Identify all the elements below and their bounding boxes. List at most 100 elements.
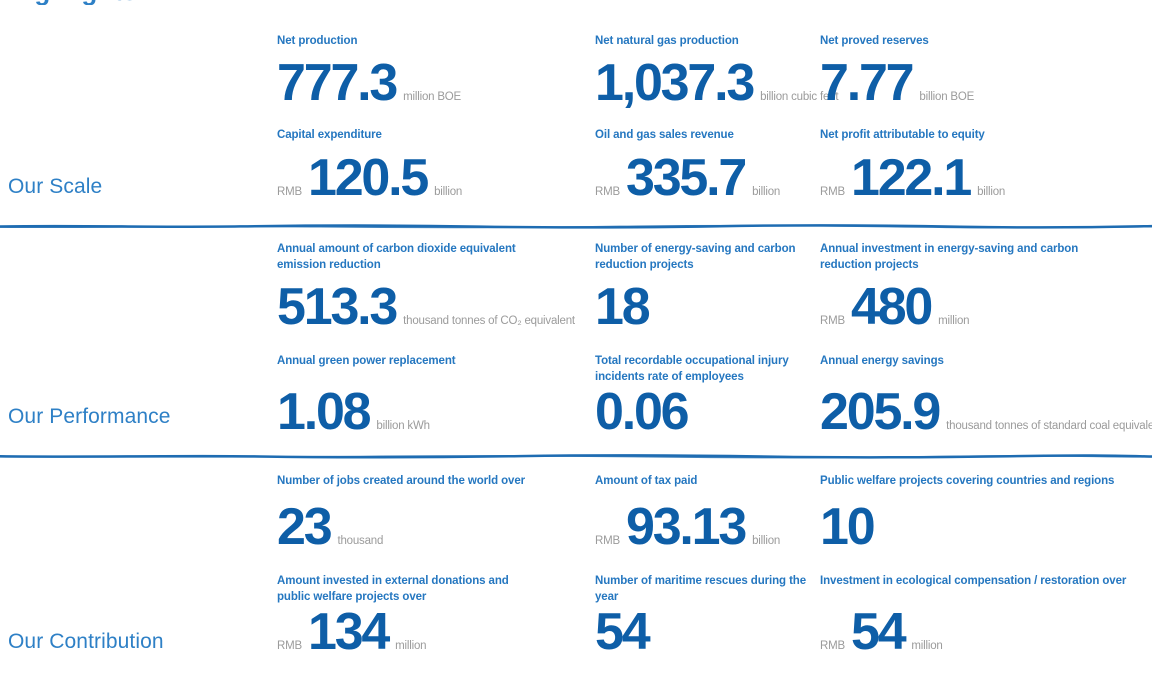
metric-label: Net production: [277, 35, 358, 47]
metric-unit: million: [911, 640, 943, 652]
metric-value: RMB 134 million: [277, 606, 595, 658]
metric-label: Net natural gas production: [595, 35, 739, 47]
metric-label: Annual energy savings: [820, 355, 944, 367]
metric-label: Oil and gas sales revenue: [595, 129, 734, 141]
metric-value: 205.9 thousand tonnes of standard coal e…: [820, 386, 1152, 438]
metric-label: Number of energy-saving and carbon reduc…: [595, 243, 796, 272]
metric-energy-saving-investment: Annual investment in energy-saving and c…: [820, 227, 1152, 345]
section-our-contribution: Our Contribution Number of jobs created …: [0, 457, 1152, 680]
clipped-heading-text: Highlights: [8, 0, 308, 4]
metric-value: RMB 93.13 billion: [595, 501, 820, 553]
metric-external-donations: Amount invested in external donations an…: [277, 567, 595, 680]
metric-unit: billion kWh: [376, 420, 430, 432]
metric-unit: thousand tonnes of standard coal equival…: [946, 420, 1152, 432]
metric-unit: million BOE: [403, 91, 462, 103]
metric-label: Number of jobs created around the world …: [277, 475, 525, 487]
metric-oil-gas-sales-revenue: Oil and gas sales revenue RMB 335.7 bill…: [595, 115, 820, 227]
brush-divider: [0, 453, 1152, 460]
metric-number: 205.9: [820, 383, 941, 441]
metric-unit: billion BOE: [919, 91, 975, 103]
metric-co2-emission-reduction: Annual amount of carbon dioxide equivale…: [277, 227, 595, 345]
metric-label: Net proved reserves: [820, 35, 929, 47]
metric-value: 1,037.3 billion cubic feet: [595, 54, 839, 112]
metric-unit: thousand: [337, 535, 384, 547]
metric-prefix: RMB: [277, 640, 302, 652]
brush-divider: [0, 223, 1152, 230]
metric-label: Total recordable occupational injury inc…: [595, 355, 789, 384]
metric-prefix: RMB: [595, 186, 620, 198]
section-title-our-performance: Our Performance: [8, 405, 171, 428]
metric-net-profit-equity: Net profit attributable to equity RMB 12…: [820, 115, 1152, 227]
metric-number: 0.06: [595, 383, 690, 441]
section-title-our-contribution: Our Contribution: [8, 630, 164, 653]
section-title-our-scale: Our Scale: [8, 175, 103, 198]
sections-container: Our Scale Net production 777.3 million B…: [0, 5, 1152, 680]
metric-net-natural-gas-production: Net natural gas production 1,037.3 billi…: [595, 5, 839, 115]
metric-unit: billion cubic feet: [760, 91, 839, 103]
metric-unit: million: [395, 640, 427, 652]
metric-number: 777.3: [277, 54, 398, 112]
metric-number: 23: [277, 498, 333, 556]
metric-label: Annual amount of carbon dioxide equivale…: [277, 243, 516, 272]
metric-net-production: Net production 777.3 million BOE: [277, 5, 595, 115]
metric-green-power-replacement: Annual green power replacement 1.08 bill…: [277, 345, 595, 457]
metric-prefix: RMB: [820, 315, 845, 327]
metric-number: 134: [307, 603, 390, 661]
metric-value: 10: [820, 501, 1152, 553]
metric-number: 1,037.3: [595, 54, 755, 112]
metric-value: RMB 54 million: [820, 606, 1152, 658]
metric-number: 10: [820, 498, 876, 556]
metric-injury-incidents-rate: Total recordable occupational injury inc…: [595, 345, 820, 457]
metric-value: 18: [595, 281, 820, 333]
metric-unit: billion: [977, 186, 1006, 198]
metric-number: 93.13: [625, 498, 747, 556]
metric-unit: thousand tonnes of CO₂ equivalent: [403, 315, 575, 327]
metric-unit: billion: [752, 186, 781, 198]
section-our-scale: Our Scale Net production 777.3 million B…: [0, 5, 1152, 230]
metric-capital-expenditure: Capital expenditure RMB 120.5 billion: [277, 115, 595, 227]
metric-label: Investment in ecological compensation / …: [820, 575, 1127, 587]
metric-net-proved-reserves: Net proved reserves 7.77 billion BOE: [820, 5, 1152, 115]
metric-value: 1.08 billion kWh: [277, 386, 595, 438]
metric-prefix: RMB: [820, 186, 845, 198]
metric-ecological-compensation: Investment in ecological compensation / …: [820, 567, 1152, 680]
metric-number: 54: [850, 603, 907, 661]
metric-prefix: RMB: [277, 186, 302, 198]
metric-number: 7.77: [820, 54, 915, 112]
metric-number: 54: [595, 603, 651, 661]
metric-label: Capital expenditure: [277, 129, 382, 141]
metric-value: 54: [595, 606, 820, 658]
metric-label: Annual green power replacement: [277, 355, 456, 367]
metric-number: 122.1: [850, 149, 972, 207]
metric-value: 0.06: [595, 386, 820, 438]
section-our-performance: Our Performance Annual amount of carbon …: [0, 227, 1152, 460]
metric-jobs-created: Number of jobs created around the world …: [277, 457, 595, 567]
metric-label: Public welfare projects covering countri…: [820, 475, 1115, 487]
metric-number: 120.5: [307, 149, 429, 207]
metric-label: Amount invested in external donations an…: [277, 575, 509, 604]
metric-number: 1.08: [277, 383, 372, 441]
metric-label: Number of maritime rescues during the ye…: [595, 575, 807, 604]
metric-prefix: RMB: [820, 640, 845, 652]
metric-number: 513.3: [277, 278, 398, 336]
metric-number: 480: [850, 278, 933, 336]
metric-number: 335.7: [625, 149, 747, 207]
metric-value: RMB 335.7 billion: [595, 152, 820, 204]
clipped-heading: Highlights: [8, 0, 308, 5]
metric-value: 23 thousand: [277, 501, 595, 553]
metric-prefix: RMB: [595, 535, 620, 547]
metric-value: 7.77 billion BOE: [820, 57, 1152, 109]
metric-label: Annual investment in energy-saving and c…: [820, 243, 1079, 272]
metric-unit: million: [938, 315, 970, 327]
metric-maritime-rescues: Number of maritime rescues during the ye…: [595, 567, 820, 680]
metric-annual-energy-savings: Annual energy savings 205.9 thousand ton…: [820, 345, 1152, 457]
metric-tax-paid: Amount of tax paid RMB 93.13 billion: [595, 457, 820, 567]
metric-value: RMB 120.5 billion: [277, 152, 595, 204]
metric-value: RMB 122.1 billion: [820, 152, 1152, 204]
metric-value: RMB 480 million: [820, 281, 1152, 333]
metric-energy-saving-projects-count: Number of energy-saving and carbon reduc…: [595, 227, 820, 345]
metric-value: 513.3 thousand tonnes of CO₂ equivalent: [277, 281, 595, 333]
metric-value: 777.3 million BOE: [277, 57, 595, 109]
metric-label: Net profit attributable to equity: [820, 129, 985, 141]
